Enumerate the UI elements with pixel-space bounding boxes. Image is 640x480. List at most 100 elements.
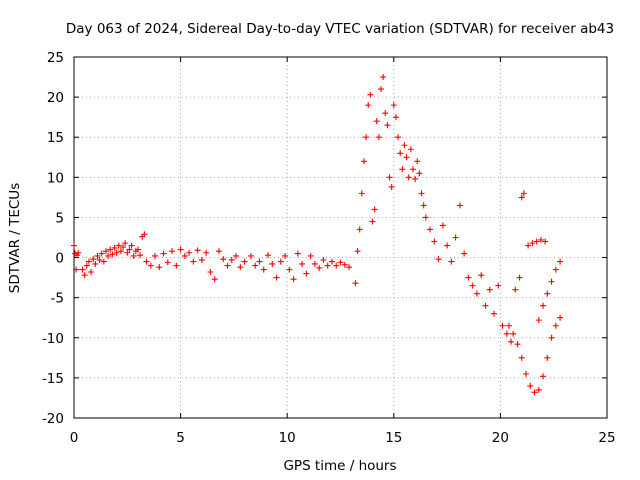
data-point (102, 248, 109, 255)
y-tick-label: 25 (47, 50, 64, 66)
data-point (181, 252, 188, 259)
data-point (482, 302, 489, 309)
data-point (548, 278, 555, 285)
data-point (548, 334, 555, 341)
data-point (367, 91, 374, 98)
data-point (395, 134, 402, 141)
data-point (186, 249, 193, 256)
data-point (378, 86, 385, 93)
data-point (427, 226, 434, 233)
y-tick-label: 15 (47, 130, 64, 146)
data-point (414, 158, 421, 165)
data-point (435, 256, 442, 263)
data-point (233, 252, 240, 259)
data-point (422, 214, 429, 221)
data-point (397, 150, 404, 157)
data-point (542, 238, 549, 245)
x-tick-label: 25 (598, 430, 615, 446)
data-point (247, 252, 254, 259)
data-point (320, 256, 327, 263)
data-point (152, 252, 159, 259)
data-point (537, 236, 544, 243)
data-point (252, 262, 259, 269)
data-point (128, 242, 135, 249)
data-point (256, 258, 263, 265)
data-point (303, 270, 310, 277)
data-point (290, 276, 297, 283)
data-point (124, 249, 131, 256)
data-point (499, 322, 506, 329)
data-point (473, 290, 480, 297)
data-point (352, 280, 359, 287)
chart-title: Day 063 of 2024, Sidereal Day-to-day VTE… (66, 21, 614, 37)
data-point (510, 330, 517, 337)
data-point (382, 110, 389, 117)
data-point (111, 244, 118, 251)
data-point (412, 175, 419, 182)
y-tick-label: -10 (42, 331, 64, 347)
data-point (173, 262, 180, 269)
y-tick-label: 20 (47, 90, 64, 106)
data-point (90, 256, 97, 263)
data-point (85, 258, 92, 265)
data-point (215, 248, 222, 255)
data-point (531, 389, 538, 396)
data-point (380, 74, 387, 81)
data-point (96, 256, 103, 263)
data-point (373, 118, 380, 125)
data-point (311, 260, 318, 267)
data-point (156, 264, 163, 271)
data-point (120, 244, 127, 251)
data-point (431, 238, 438, 245)
data-point (388, 183, 395, 190)
data-point (328, 258, 335, 265)
y-axis-label: SDTVAR / TECUs (7, 183, 23, 293)
data-point (354, 248, 361, 255)
data-point (416, 170, 423, 177)
x-tick-label: 15 (385, 430, 402, 446)
data-point (358, 190, 365, 197)
x-tick-label: 10 (279, 430, 296, 446)
data-point (456, 202, 463, 209)
data-point (418, 190, 425, 197)
data-point (356, 226, 363, 233)
data-point (557, 258, 564, 265)
data-point (333, 262, 340, 269)
data-point (407, 146, 414, 153)
data-point (533, 238, 540, 245)
data-point (520, 190, 527, 197)
data-point (160, 250, 167, 257)
data-point (371, 206, 378, 213)
data-point (337, 259, 344, 266)
data-point (228, 256, 235, 263)
data-point (141, 231, 148, 238)
data-point (143, 258, 150, 265)
data-point (169, 248, 176, 255)
data-point (83, 262, 90, 269)
data-point (307, 252, 314, 259)
data-point (207, 268, 214, 275)
data-point (147, 262, 154, 269)
data-point (465, 274, 472, 281)
data-point (122, 240, 129, 247)
data-point (224, 262, 231, 269)
data-point (491, 310, 498, 317)
data-point (294, 250, 301, 257)
data-point (115, 242, 122, 249)
x-axis-label: GPS time / hours (283, 458, 396, 474)
data-point (360, 158, 367, 165)
data-point (273, 274, 280, 281)
data-point (486, 286, 493, 293)
data-point (535, 386, 542, 393)
data-point (516, 274, 523, 281)
data-point (405, 174, 412, 181)
y-tick-label: -5 (51, 291, 64, 307)
data-point (444, 242, 451, 249)
data-point (277, 258, 284, 265)
data-point (203, 249, 210, 256)
data-point (527, 382, 534, 389)
data-point (107, 246, 114, 253)
data-point (316, 264, 323, 271)
data-point (299, 260, 306, 267)
